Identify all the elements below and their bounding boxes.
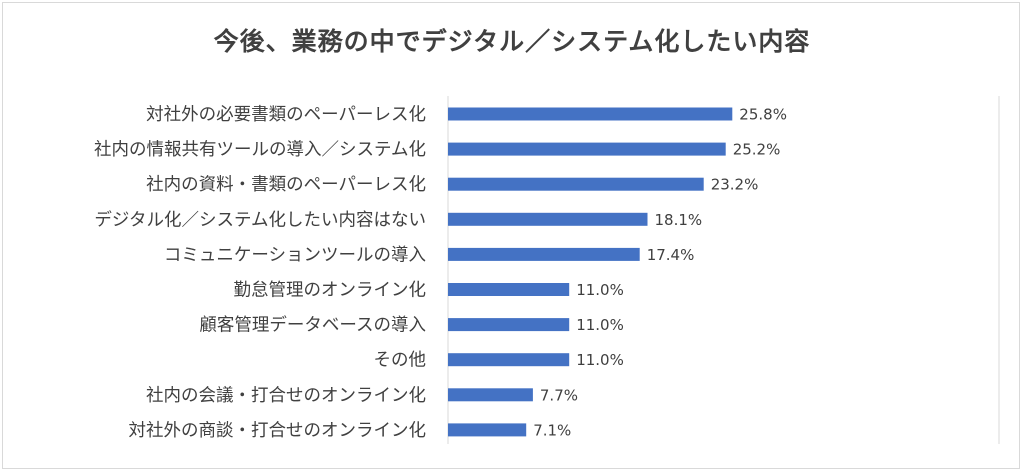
value-label-3: 18.1% [655,211,703,229]
bar-3 [448,212,648,226]
value-label-5: 11.0% [576,281,624,299]
bar-6 [448,318,570,332]
value-label-6: 11.0% [576,316,624,334]
value-label-9: 7.1% [533,421,571,439]
category-label-1: 社内の情報共有ツールの導入／システム化 [94,140,426,160]
value-label-1: 25.2% [733,141,781,159]
category-label-4: コミュニケーションツールの導入 [164,245,426,265]
bar-5 [448,283,570,296]
category-label-3: デジタル化／システム化したい内容はない [94,209,426,230]
category-label-5: 勤怠管理のオンライン化 [234,281,427,301]
labels-layer: 対社外の必要書類のペーパーレス化 25.8% 社内の情報共有ツールの導入／システム化… [94,105,787,441]
value-label-4: 17.4% [647,246,695,264]
bar-1 [448,142,726,156]
bar-4 [448,247,640,261]
bar-0 [448,107,733,121]
category-label-8: 社内の会議・打合せのオンライン化 [146,386,426,406]
bars-layer [448,107,733,437]
value-label-8: 7.7% [540,386,578,404]
value-label-2: 23.2% [711,176,759,194]
bar-7 [448,353,570,367]
bar-2 [448,177,704,191]
category-label-2: 社内の資料・書類のペーパーレス化 [146,175,426,195]
bar-9 [448,423,527,437]
category-label-7: その他 [374,351,427,371]
chart-title: 今後、業務の中でデジタル／システム化したい内容 [213,27,811,56]
category-label-0: 対社外の必要書類のペーパーレス化 [146,105,426,125]
bar-8 [448,388,533,402]
category-label-9: 対社外の商談・打合せのオンライン化 [129,421,427,441]
category-label-6: 顧客管理データベースの導入 [199,315,426,336]
value-label-7: 11.0% [576,351,624,369]
value-label-0: 25.8% [739,106,787,124]
